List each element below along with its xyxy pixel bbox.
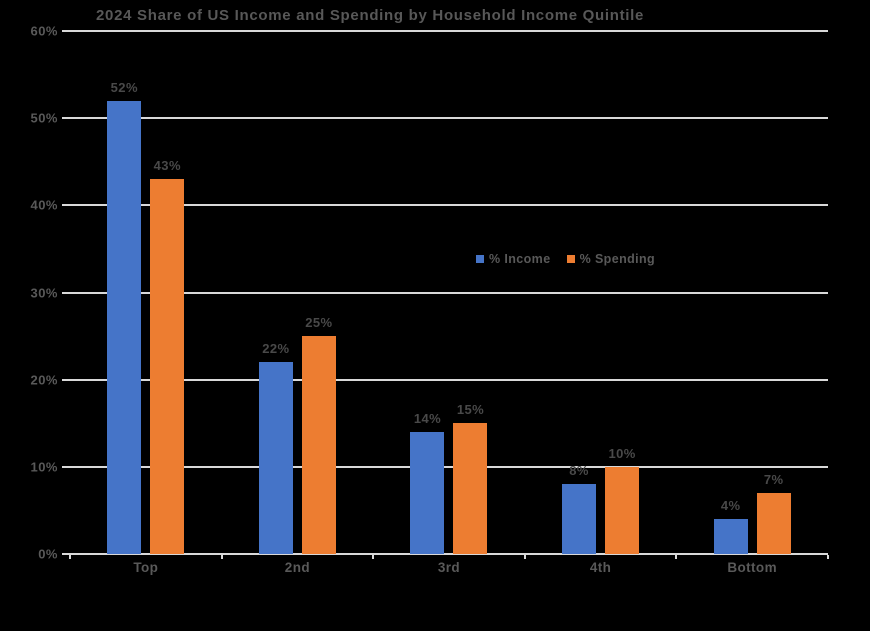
y-tick-label: 10%	[30, 459, 58, 475]
category-group-bottom: 4% 7%	[676, 31, 828, 554]
data-label-income-4th: 8%	[569, 463, 589, 479]
category-group-top: 52% 43%	[70, 31, 222, 554]
x-boundary-tick	[220, 555, 223, 559]
category-group-3rd: 14% 15%	[373, 31, 525, 554]
x-category-label-2nd: 2nd	[284, 560, 310, 575]
bar-income-top: 52%	[107, 80, 142, 554]
data-label-income-3rd: 14%	[413, 410, 442, 426]
gridlines-layer	[62, 30, 829, 559]
y-tick-20%	[62, 378, 70, 381]
x-boundary-tick	[523, 555, 526, 559]
gridline-60%	[70, 30, 828, 32]
x-category-label-3rd: 3rd	[437, 560, 461, 575]
legend: % Income % Spending	[476, 252, 655, 266]
y-tick-label: 20%	[30, 372, 58, 388]
bar-spending-top: 43%	[150, 158, 185, 554]
income-legend-label: % Income	[489, 252, 551, 266]
y-tick-10%	[62, 465, 70, 468]
data-label-spending-4th: 10%	[608, 445, 636, 461]
x-category-label-bottom: Bottom	[727, 560, 777, 575]
data-label-income-top: 52%	[110, 79, 138, 95]
y-tick-60%	[62, 30, 70, 32]
bar-income-bottom: 4%	[713, 498, 748, 554]
y-tick-label: 30%	[30, 285, 58, 300]
data-label-income-2nd: 22%	[262, 341, 290, 357]
bar-spending-2nd: 25%	[301, 315, 336, 554]
spending-legend-label: % Spending	[579, 252, 656, 266]
gridline-50%	[70, 117, 828, 120]
x-boundary-tick	[827, 555, 829, 559]
y-tick-label: 40%	[30, 197, 58, 213]
bar-spending-3rd: 15%	[453, 402, 488, 554]
legend-item-spending: % Spending	[566, 252, 656, 266]
category-group-2nd: 22% 25%	[222, 31, 374, 554]
bar-income-2nd: 22%	[258, 341, 293, 554]
plot-area: 52% 43% 22% 25% 14% 15% 8% 10% 4% 7%	[62, 30, 829, 559]
gridline-20%	[70, 378, 828, 381]
data-label-income-bottom: 4%	[720, 498, 741, 514]
bar-income-3rd: 14%	[410, 411, 445, 554]
gridline-0%	[70, 553, 828, 555]
category-group-4th: 8% 10%	[525, 31, 677, 554]
x-boundary-tick	[69, 555, 71, 559]
y-tick-0%	[62, 553, 70, 555]
legend-item-income: % Income	[476, 252, 551, 266]
data-label-spending-top: 43%	[153, 158, 181, 174]
y-tick-50%	[62, 117, 70, 120]
y-tick-label: 50%	[30, 110, 58, 126]
bar-spending-4th: 10%	[605, 446, 640, 554]
gridline-30%	[70, 291, 828, 294]
gridline-40%	[70, 204, 828, 207]
x-boundary-tick	[675, 555, 678, 559]
data-label-spending-bottom: 7%	[763, 471, 784, 487]
spending-series-marker	[566, 255, 575, 263]
x-category-label-4th: 4th	[589, 560, 612, 575]
x-category-label-top: Top	[133, 560, 159, 575]
data-label-spending-3rd: 15%	[456, 402, 485, 418]
y-tick-40%	[62, 204, 70, 207]
x-boundary-tick	[372, 555, 375, 559]
data-label-spending-2nd: 25%	[305, 315, 333, 331]
y-tick-30%	[62, 291, 70, 294]
bar-spending-bottom: 7%	[756, 472, 791, 554]
gridline-10%	[70, 465, 828, 468]
chart-title: 2024 Share of US Income and Spending by …	[96, 7, 645, 24]
y-axis: 0% 10% 20% 30% 40% 50% 60%	[0, 24, 58, 562]
bars-layer: 52% 43% 22% 25% 14% 15% 8% 10% 4% 7%	[70, 31, 828, 554]
x-axis: Top 2nd 3rd 4th Bottom	[70, 560, 828, 575]
y-tick-label: 0%	[38, 546, 58, 562]
y-tick-label: 60%	[30, 23, 58, 39]
bar-income-4th: 8%	[562, 463, 597, 554]
income-series-marker	[476, 255, 484, 263]
